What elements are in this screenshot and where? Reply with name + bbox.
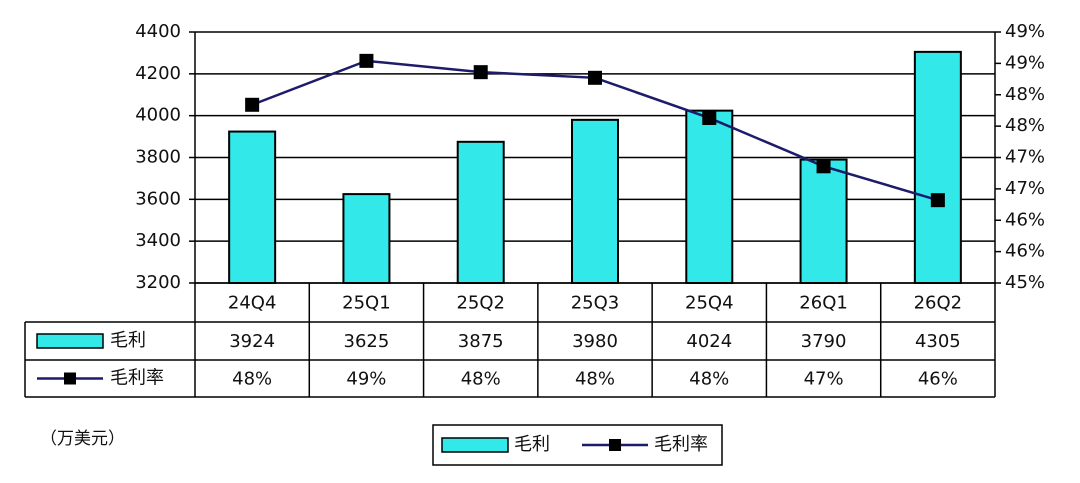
marker	[816, 159, 831, 174]
bar	[228, 130, 277, 284]
y2-tick-label: 47%	[1005, 147, 1045, 168]
x-tick-label: 25Q2	[456, 293, 505, 314]
y2-tick-label: 49%	[1005, 52, 1045, 73]
x-tick-label: 25Q3	[571, 293, 620, 314]
bar	[685, 109, 734, 284]
y-tick-label: 4000	[135, 105, 181, 126]
y-tick-label: 3800	[135, 147, 181, 168]
legend-swatch	[441, 437, 509, 453]
x-tick-label: 25Q1	[342, 293, 391, 314]
y-tick-label: 3600	[135, 188, 181, 209]
table-value: 3790	[801, 331, 847, 352]
marker	[930, 193, 945, 208]
table-value: 46%	[918, 369, 958, 390]
table-value: 48%	[461, 369, 501, 390]
y2-tick-label: 46%	[1005, 209, 1045, 230]
table-value: 48%	[575, 369, 615, 390]
bar	[913, 50, 962, 284]
legend-label: 毛利	[514, 434, 550, 455]
table-value: 47%	[804, 369, 844, 390]
marker	[702, 110, 717, 125]
x-tick-label: 26Q1	[799, 293, 848, 314]
bar	[456, 140, 505, 284]
y2-tick-label: 48%	[1005, 115, 1045, 136]
bar	[342, 193, 391, 285]
table-value: 3875	[458, 331, 504, 352]
y2-tick-label: 49%	[1005, 21, 1045, 42]
marker	[245, 97, 260, 112]
unit-note: （万美元）	[40, 429, 125, 449]
x-tick-label: 24Q4	[228, 293, 277, 314]
table-value: 3924	[229, 331, 275, 352]
legend-box	[432, 424, 723, 466]
y-tick-label: 4400	[135, 21, 181, 42]
table-value: 48%	[232, 369, 272, 390]
y-tick-label: 3200	[135, 272, 181, 293]
y-tick-label: 3400	[135, 230, 181, 251]
table-value: 48%	[689, 369, 729, 390]
table-value: 3980	[572, 331, 618, 352]
bar	[571, 118, 619, 284]
table-value: 4024	[686, 331, 732, 352]
y2-tick-label: 48%	[1005, 84, 1045, 105]
y2-tick-label: 45%	[1005, 272, 1045, 293]
marker	[359, 53, 374, 68]
legend-marker	[64, 372, 76, 385]
marker	[588, 70, 602, 85]
marker	[473, 65, 488, 80]
x-tick-label: 26Q2	[914, 293, 963, 314]
table-value: 4305	[915, 331, 961, 352]
y2-tick-label: 47%	[1005, 178, 1045, 199]
table-value: 3625	[344, 331, 390, 352]
x-tick-label: 25Q4	[685, 293, 734, 314]
legend-swatch	[36, 333, 104, 349]
table-value: 49%	[346, 369, 386, 390]
y2-tick-label: 46%	[1005, 241, 1045, 262]
y-tick-label: 4200	[135, 63, 181, 84]
legend-marker	[609, 439, 621, 451]
table-row-label: 毛利率	[110, 368, 164, 389]
bar	[799, 158, 848, 284]
legend-label: 毛利率	[654, 434, 708, 455]
table-row-label: 毛利	[110, 330, 146, 351]
